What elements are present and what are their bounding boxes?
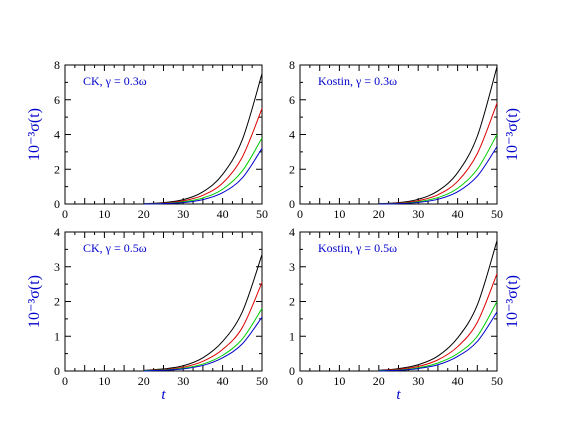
x-tick-label: 10 — [98, 207, 110, 221]
x-tick-label: 10 — [333, 374, 345, 388]
x-axis-label: t — [161, 387, 166, 403]
y-tick-label: 4 — [289, 225, 295, 239]
series-line-1 — [378, 66, 498, 205]
y-axis-label: 10⁻³σ(t) — [504, 108, 521, 161]
series-line-2 — [143, 108, 263, 205]
x-tick-label: 0 — [297, 207, 303, 221]
y-tick-label: 1 — [289, 329, 295, 343]
series-line-4 — [378, 311, 498, 372]
series-line-4 — [378, 146, 498, 205]
y-axis-label: 10⁻³σ(t) — [26, 275, 43, 328]
x-tick-label: 10 — [333, 207, 345, 221]
series-line-2 — [378, 103, 498, 205]
x-tick-label: 50 — [256, 207, 268, 221]
panel-3: 0 10 20 30 40 50 0 1 2 3 4 CK, γ = 0.5ω 10⁻³σ(t) t — [26, 225, 268, 403]
x-tick-label: 0 — [62, 207, 68, 221]
x-tick-label: 30 — [412, 374, 424, 388]
x-tick-label: 30 — [177, 374, 189, 388]
y-tick-label: 2 — [289, 295, 295, 309]
y-tick-label: 0 — [54, 197, 60, 211]
x-tick-label: 0 — [62, 374, 68, 388]
panel-annotation: Kostin, γ = 0.3ω — [318, 74, 397, 88]
x-tick-label: 30 — [177, 207, 189, 221]
series-line-2 — [378, 273, 498, 372]
x-tick-label: 40 — [452, 374, 464, 388]
x-axis-label: t — [396, 387, 401, 403]
y-tick-label: 0 — [289, 197, 295, 211]
y-tick-label: 2 — [54, 295, 60, 309]
y-tick-label: 3 — [54, 260, 60, 274]
y-tick-label: 0 — [54, 364, 60, 378]
x-tick-label: 20 — [373, 207, 385, 221]
y-tick-label: 4 — [54, 225, 60, 239]
series-line-1 — [378, 240, 498, 371]
y-tick-label: 2 — [289, 162, 295, 176]
y-tick-label: 6 — [54, 93, 60, 107]
y-tick-label: 8 — [54, 58, 60, 72]
series-line-3 — [378, 134, 498, 205]
series-line-4 — [143, 148, 263, 205]
y-tick-label: 1 — [54, 329, 60, 343]
x-tick-label: 50 — [491, 207, 503, 221]
panel-annotation: CK, γ = 0.5ω — [83, 241, 147, 255]
y-tick-label: 3 — [289, 260, 295, 274]
y-tick-label: 0 — [289, 364, 295, 378]
x-tick-label: 50 — [491, 374, 503, 388]
series-line-3 — [143, 137, 263, 205]
panel-4: 0 10 20 30 40 50 0 1 2 3 4 Kostin, γ = 0.5ω 10⁻³σ(t)… — [289, 225, 521, 403]
x-tick-label: 40 — [217, 374, 229, 388]
x-tick-label: 20 — [373, 374, 385, 388]
panel-annotation: Kostin, γ = 0.5ω — [318, 241, 397, 255]
series-line-1 — [143, 73, 263, 205]
y-axis-label: 10⁻³σ(t) — [26, 108, 43, 161]
x-tick-label: 40 — [217, 207, 229, 221]
series-line-4 — [143, 316, 263, 372]
panel-1: 0 10 20 30 40 50 0 2 4 6 8 CK, γ = 0.3ω 10⁻³σ(t) — [26, 58, 268, 221]
x-tick-label: 10 — [98, 374, 110, 388]
y-tick-label: 2 — [54, 162, 60, 176]
y-axis-label: 10⁻³σ(t) — [504, 275, 521, 328]
panel-annotation: CK, γ = 0.3ω — [83, 74, 147, 88]
x-tick-label: 40 — [452, 207, 464, 221]
y-tick-label: 8 — [289, 58, 295, 72]
x-tick-label: 50 — [256, 374, 268, 388]
series-line-1 — [143, 254, 263, 371]
y-tick-label: 4 — [289, 128, 295, 142]
x-tick-label: 30 — [412, 207, 424, 221]
y-tick-label: 4 — [54, 128, 60, 142]
x-tick-label: 20 — [138, 374, 150, 388]
x-tick-label: 20 — [138, 207, 150, 221]
panel-2: 0 10 20 30 40 50 0 2 4 6 8 Kostin, γ = 0.3ω 10⁻³σ(t) — [289, 58, 521, 221]
x-tick-label: 0 — [297, 374, 303, 388]
y-tick-label: 6 — [289, 93, 295, 107]
